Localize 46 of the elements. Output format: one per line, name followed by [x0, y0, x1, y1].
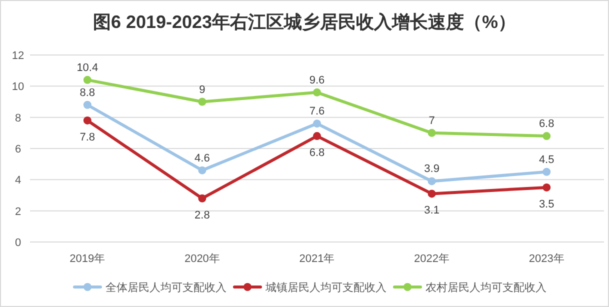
point	[83, 76, 92, 84]
point	[198, 194, 206, 202]
data-label: 3.1	[424, 204, 440, 217]
point	[313, 132, 321, 140]
x-tick-label: 2023年	[528, 253, 564, 265]
data-label: 7	[428, 114, 435, 127]
data-label: 8.8	[80, 86, 96, 99]
y-tick-label: 10	[12, 81, 24, 94]
point	[198, 166, 206, 174]
data-label: 3.9	[424, 163, 440, 176]
data-label: 4.6	[194, 152, 210, 164]
data-label: 4.5	[538, 154, 554, 166]
x-tick-label: 2019年	[70, 253, 106, 265]
point	[313, 88, 321, 96]
data-label: 6.8	[309, 147, 325, 160]
point	[542, 183, 551, 192]
x-tick-label: 2021年	[299, 253, 335, 265]
point	[542, 168, 551, 176]
data-label: 7.8	[80, 131, 96, 144]
data-label: 7.6	[309, 106, 325, 118]
data-label: 2.8	[194, 209, 210, 222]
data-label: 9	[199, 84, 206, 96]
point	[83, 116, 92, 124]
point	[542, 132, 551, 140]
data-label: 3.5	[538, 198, 554, 210]
point	[313, 120, 321, 128]
y-tick-label: 0	[14, 237, 22, 249]
legend-label: 全体居民人均可支配收入	[106, 281, 226, 294]
data-label: 10.4	[76, 62, 98, 74]
point	[428, 177, 436, 186]
y-tick-label: 2	[14, 206, 22, 218]
chart-title: 图6 2019-2023年右江区城乡居民收入增长速度（%）	[92, 12, 516, 32]
point	[83, 100, 92, 109]
point	[428, 190, 436, 198]
y-tick-label: 8	[14, 112, 22, 124]
x-tick-label: 2020年	[184, 253, 220, 265]
point	[428, 128, 436, 137]
data-label: 6.8	[538, 118, 554, 130]
point	[198, 98, 206, 106]
data-label: 9.6	[309, 74, 325, 86]
legend-label: 城镇居民人均可支配收入	[264, 281, 386, 294]
legend-label: 农村居民人均可支配收入	[426, 281, 546, 294]
y-tick-label: 12	[12, 50, 24, 62]
y-tick-label: 4	[14, 174, 22, 187]
y-tick-label: 6	[14, 144, 22, 156]
x-tick-label: 2022年	[414, 253, 450, 265]
